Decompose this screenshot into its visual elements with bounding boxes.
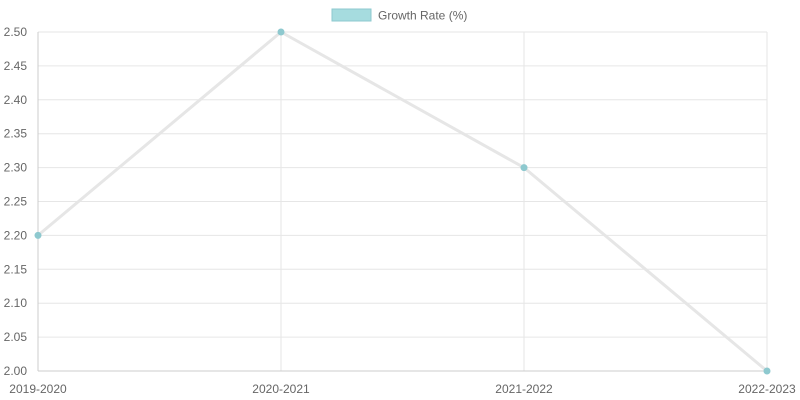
y-tick-label: 2.15 <box>4 262 28 276</box>
y-tick-label: 2.45 <box>4 59 28 73</box>
y-tick-label: 2.20 <box>4 228 28 242</box>
y-tick-label: 2.40 <box>4 93 28 107</box>
x-tick-label: 2020-2021 <box>252 382 310 396</box>
data-point[interactable] <box>521 165 527 171</box>
legend[interactable]: Growth Rate (%) <box>332 9 467 23</box>
x-tick-label: 2021-2022 <box>495 382 553 396</box>
y-tick-label: 2.25 <box>4 195 28 209</box>
grid-lines <box>38 32 767 371</box>
data-point[interactable] <box>764 368 770 374</box>
y-tick-label: 2.05 <box>4 330 28 344</box>
x-axis-tick-labels: 2019-2020 2020-2021 2021-2022 2022-2023 <box>9 382 796 396</box>
x-tick-label: 2022-2023 <box>738 382 796 396</box>
data-point[interactable] <box>35 232 41 238</box>
x-tick-label: 2019-2020 <box>9 382 67 396</box>
y-tick-label: 2.35 <box>4 127 28 141</box>
legend-swatch[interactable] <box>332 9 371 21</box>
y-axis-tick-labels: 2.00 2.05 2.10 2.15 2.20 2.25 2.30 2.35 2.40 2.45… <box>4 25 28 378</box>
y-tick-label: 2.10 <box>4 296 28 310</box>
y-tick-label: 2.00 <box>4 364 28 378</box>
legend-label[interactable]: Growth Rate (%) <box>378 9 467 23</box>
data-point[interactable] <box>278 29 284 35</box>
y-tick-label: 2.50 <box>4 25 28 39</box>
y-tick-label: 2.30 <box>4 161 28 175</box>
